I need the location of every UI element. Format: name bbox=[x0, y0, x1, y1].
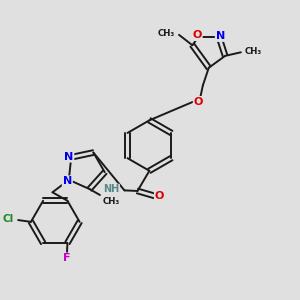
Text: N: N bbox=[216, 31, 225, 41]
Text: N: N bbox=[63, 176, 72, 186]
Text: O: O bbox=[193, 30, 202, 40]
Text: CH₃: CH₃ bbox=[157, 29, 175, 38]
Text: O: O bbox=[194, 97, 203, 107]
Text: O: O bbox=[155, 191, 164, 201]
Text: CH₃: CH₃ bbox=[244, 47, 262, 56]
Text: CH₃: CH₃ bbox=[103, 197, 120, 206]
Text: F: F bbox=[63, 254, 70, 263]
Text: N: N bbox=[64, 152, 74, 162]
Text: Cl: Cl bbox=[2, 214, 14, 224]
Text: NH: NH bbox=[103, 184, 119, 194]
